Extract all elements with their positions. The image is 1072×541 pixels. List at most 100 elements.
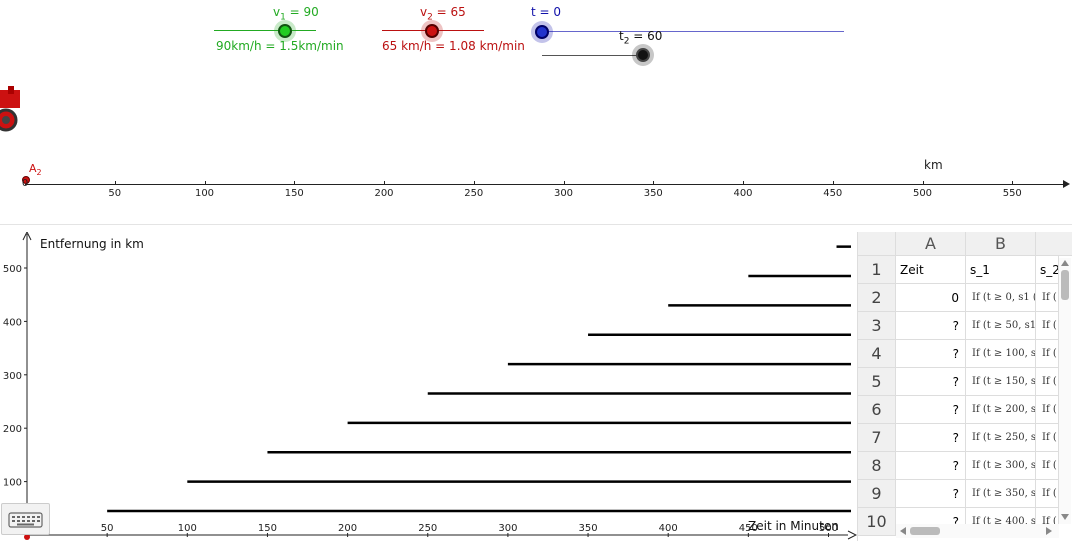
- row-header[interactable]: 7: [858, 424, 896, 452]
- track-unit-label: km: [924, 158, 943, 172]
- x-tick-label: 350: [579, 523, 598, 534]
- track-tick-mark: [832, 181, 834, 185]
- track-tick-label: 300: [553, 188, 574, 199]
- y-tick-label: 100: [3, 478, 22, 489]
- track-origin-label: 0: [21, 178, 29, 189]
- x-tick-label: 450: [739, 523, 758, 534]
- v2-label: v2 = 65: [420, 5, 466, 23]
- horizontal-scroll-thumb[interactable]: [910, 527, 940, 535]
- row-header[interactable]: 6: [858, 396, 896, 424]
- v1-slider-handle[interactable]: [278, 24, 292, 38]
- track-tick-mark: [743, 181, 744, 185]
- track-tick-label: 150: [284, 188, 304, 199]
- y-axis-arrow: [22, 232, 32, 241]
- cell-b[interactable]: If (t ≥ 50, s1: [966, 312, 1036, 340]
- tractor-body: [0, 90, 20, 108]
- row-header[interactable]: 10: [858, 508, 896, 536]
- column-header-a[interactable]: A: [896, 232, 966, 256]
- cell-c[interactable]: If (: [1036, 424, 1059, 452]
- keyboard-button[interactable]: [1, 503, 50, 535]
- cell-b[interactable]: If (t ≥ 200, s: [966, 396, 1036, 424]
- row-header[interactable]: 1: [858, 256, 896, 284]
- cell-c[interactable]: If (: [1036, 340, 1059, 368]
- track-tick-label: 100: [194, 188, 215, 199]
- y-tick-label: 500: [3, 264, 22, 275]
- cell-a[interactable]: ?: [896, 396, 966, 424]
- track-tick-mark: [384, 181, 385, 185]
- v1-label: v1 = 90: [273, 5, 319, 23]
- cell-b[interactable]: If (t ≥ 350, s: [966, 480, 1036, 508]
- x-tick-label: 300: [498, 523, 517, 534]
- panel-divider: [0, 224, 1072, 225]
- distance-time-graph: 50 100 150 200 250 300 350 400 450 500 100 200 300 40…: [3, 232, 857, 540]
- row-header[interactable]: 5: [858, 368, 896, 396]
- y-tick-label: 400: [3, 317, 22, 328]
- graph-origin-point: [24, 534, 30, 540]
- x-tick-label: 250: [418, 523, 437, 534]
- cell-c[interactable]: s_2: [1036, 256, 1059, 284]
- vertical-scrollbar[interactable]: [1059, 258, 1071, 524]
- x-tick-label: 500: [819, 523, 838, 534]
- cell-b[interactable]: If (t ≥ 150, s: [966, 368, 1036, 396]
- row-header[interactable]: 9: [858, 480, 896, 508]
- t2-label: t2 = 60: [619, 29, 663, 47]
- cell-b[interactable]: If (t ≥ 100, s: [966, 340, 1036, 368]
- cell-a[interactable]: ?: [896, 424, 966, 452]
- x-tick-label: 100: [178, 523, 197, 534]
- row-header[interactable]: 4: [858, 340, 896, 368]
- track-tick-mark: [653, 181, 655, 185]
- row-header[interactable]: 2: [858, 284, 896, 312]
- vertical-scroll-thumb[interactable]: [1061, 270, 1069, 300]
- cell-b[interactable]: If (t ≥ 300, s: [966, 452, 1036, 480]
- tractor-cab: [8, 86, 14, 94]
- v1-caption: 90km/h = 1.5km/min: [216, 39, 344, 53]
- y-tick-label: 200: [3, 424, 22, 435]
- cell-c[interactable]: If (: [1036, 396, 1059, 424]
- row-header[interactable]: 8: [858, 452, 896, 480]
- column-header-c[interactable]: [1036, 232, 1072, 256]
- scroll-up-arrow[interactable]: [1061, 260, 1069, 266]
- t2-slider-handle[interactable]: [636, 48, 650, 62]
- cell-a[interactable]: ?: [896, 480, 966, 508]
- cell-a[interactable]: ?: [896, 340, 966, 368]
- track-tick-label: 250: [464, 188, 484, 199]
- scroll-right-arrow[interactable]: [1046, 527, 1052, 535]
- track-axis-arrow: [1063, 180, 1070, 188]
- track-tick-label: 450: [823, 188, 843, 199]
- v2-slider-handle[interactable]: [425, 24, 439, 38]
- keyboard-icon: [8, 512, 43, 528]
- column-header-b[interactable]: B: [966, 232, 1036, 256]
- track-tick-mark: [563, 181, 565, 185]
- graph-view[interactable]: 50 100 150 200 250 300 350 400 450 500 100 200 300 40…: [0, 232, 857, 541]
- cell-b[interactable]: If (t ≥ 0, s1 (: [966, 284, 1036, 312]
- cell-b[interactable]: If (t ≥ 250, s: [966, 424, 1036, 452]
- cell-c[interactable]: If (: [1036, 368, 1059, 396]
- x-tick-label: 50: [101, 523, 114, 534]
- cell-a[interactable]: ?: [896, 368, 966, 396]
- cell-c[interactable]: If (: [1036, 480, 1059, 508]
- cell-c[interactable]: If (: [1036, 452, 1059, 480]
- cell-c[interactable]: If (: [1036, 312, 1059, 340]
- x-tick-label: 200: [338, 523, 357, 534]
- row-header[interactable]: 3: [858, 312, 896, 340]
- t-slider-handle[interactable]: [535, 25, 549, 39]
- scroll-left-arrow[interactable]: [900, 527, 906, 535]
- track-tick-mark: [922, 181, 924, 185]
- cell-c[interactable]: If (: [1036, 284, 1059, 312]
- horizontal-scrollbar[interactable]: [896, 524, 1059, 538]
- point-a2[interactable]: [22, 176, 30, 184]
- cell-a[interactable]: ?: [896, 312, 966, 340]
- cell-b[interactable]: s_1: [966, 256, 1036, 284]
- t2-slider-track[interactable]: [542, 55, 644, 56]
- t-slider-track[interactable]: [542, 31, 844, 32]
- cell-a[interactable]: Zeit: [896, 256, 966, 284]
- v1-slider-track[interactable]: [214, 30, 316, 31]
- sheet-corner: [858, 232, 896, 256]
- cell-a[interactable]: ?: [896, 452, 966, 480]
- y-axis-title: Entfernung in km: [40, 237, 144, 251]
- track-tick-mark: [473, 181, 475, 185]
- scroll-down-arrow[interactable]: [1061, 514, 1069, 520]
- cell-a[interactable]: 0: [896, 284, 966, 312]
- spreadsheet-view[interactable]: A B 1 Zeit s_1 s_2 2 0 If (t ≥ 0, s1 (If (3? If…: [857, 232, 1072, 541]
- tractor-icon: [0, 86, 20, 132]
